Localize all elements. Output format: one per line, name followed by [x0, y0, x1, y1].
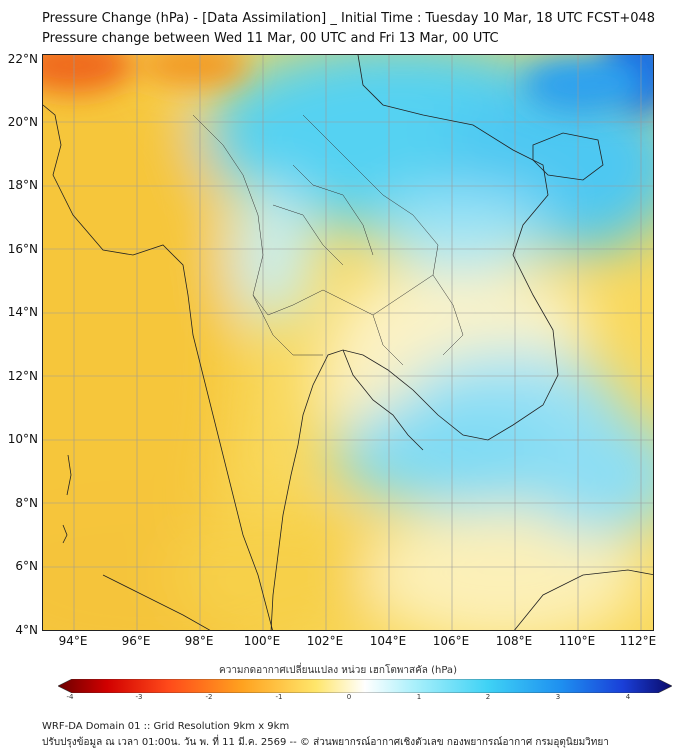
lat-label-22n: 22°N: [7, 52, 38, 66]
lon-label-100e: 100°E: [243, 634, 281, 648]
lat-label-4n: 4°N: [15, 623, 38, 637]
lon-label-110e: 110°E: [558, 634, 596, 648]
colorbar-tick: -1: [275, 693, 283, 701]
graticule: [43, 55, 653, 630]
lon-label-102e: 102°E: [306, 634, 344, 648]
lat-label-16n: 16°N: [7, 242, 38, 256]
pressure-change-map: [42, 54, 654, 631]
footer-update-info: ปรับปรุงข้อมูล ณ เวลา 01:00น. วัน พ. ที่…: [42, 737, 609, 748]
colorbar-tick: -4: [66, 693, 74, 701]
map-title: Pressure Change (hPa) - [Data Assimilati…: [42, 11, 656, 26]
lon-label-98e: 98°E: [184, 634, 214, 648]
lat-label-20n: 20°N: [7, 115, 38, 129]
lat-label-18n: 18°N: [7, 178, 38, 192]
coastlines: [43, 55, 653, 630]
footer-model-info: WRF-DA Domain 01 :: Grid Resolution 9km …: [42, 721, 290, 732]
colorbar-title: ความกดอากาศเปลี่ยนแปลง หน่วย เฮกโตพาสคัล…: [219, 665, 457, 676]
lon-label-108e: 108°E: [495, 634, 533, 648]
pressure-field: [43, 55, 653, 630]
colorbar: [58, 679, 672, 693]
lat-label-10n: 10°N: [7, 432, 38, 446]
colorbar-tick: 1: [416, 693, 422, 701]
map-subtitle: Pressure change between Wed 11 Mar, 00 U…: [42, 31, 499, 46]
lon-label-112e: 112°E: [619, 634, 657, 648]
lat-label-6n: 6°N: [15, 559, 38, 573]
lat-label-8n: 8°N: [15, 496, 38, 510]
lon-label-94e: 94°E: [58, 634, 88, 648]
lon-label-104e: 104°E: [369, 634, 407, 648]
country-borders: [192, 114, 464, 366]
lon-label-96e: 96°E: [121, 634, 151, 648]
colorbar-tick: -2: [205, 693, 213, 701]
colorbar-tick: 3: [555, 693, 561, 701]
colorbar-tick: -3: [135, 693, 143, 701]
lat-label-12n: 12°N: [7, 369, 38, 383]
lon-label-106e: 106°E: [432, 634, 470, 648]
lat-label-14n: 14°N: [7, 305, 38, 319]
colorbar-tick: 2: [485, 693, 491, 701]
colorbar-tick: 4: [625, 693, 631, 701]
colorbar-tick: 0: [346, 693, 352, 701]
